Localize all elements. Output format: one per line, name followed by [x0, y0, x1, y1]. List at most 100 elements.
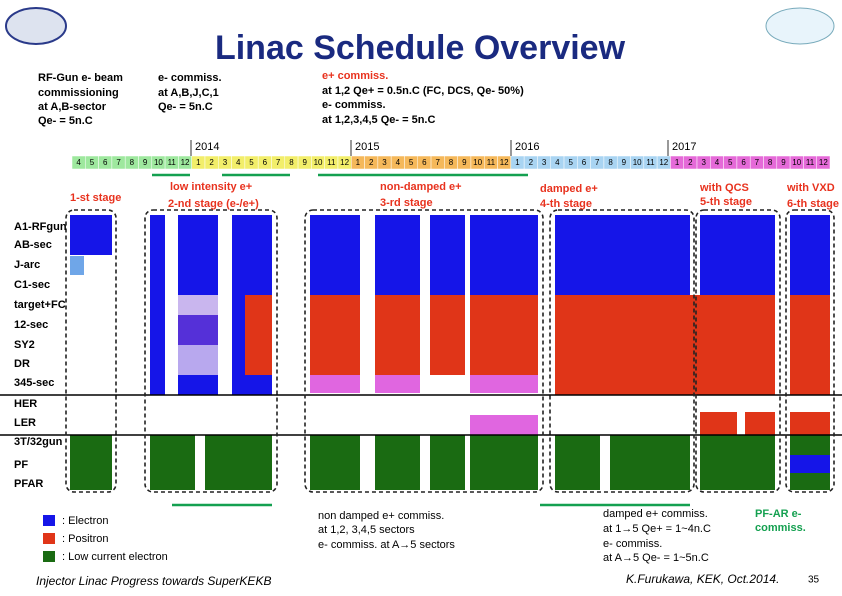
month-label: 9	[622, 158, 627, 167]
charge: 2 n.C	[706, 397, 735, 411]
bottom-note: at A→5 Qe- = 1~5n.C	[603, 552, 709, 564]
note: at 1,2 Qe+ = 0.5n.C (FC, DCS, Qe- 50%)	[322, 85, 524, 97]
stage-label: with VXD	[786, 182, 835, 194]
year-label: 2014	[195, 141, 219, 153]
legend-label: : Low current electron	[62, 551, 168, 563]
row-label: SY2	[14, 339, 35, 351]
title: Linac Schedule Overview	[215, 29, 626, 67]
note: at 1,2,3,4,5 Qe- = 5n.C	[322, 114, 435, 126]
charge: 4 n.C	[794, 397, 823, 411]
stage-label: 2-nd stage (e-/e+)	[168, 198, 259, 210]
kek-logo	[5, 7, 67, 45]
legend-label: : Positron	[62, 533, 108, 545]
month-label: 3	[382, 158, 387, 167]
month-label: 5	[409, 158, 414, 167]
month-label: 4	[236, 158, 241, 167]
month-label: 6	[741, 158, 746, 167]
month-label: 5	[728, 158, 733, 167]
legend-swatches	[43, 515, 55, 562]
month-label: 4	[396, 158, 401, 167]
month-label: 12	[659, 158, 668, 167]
month-label: 3	[223, 158, 228, 167]
month-label: 4	[76, 158, 81, 167]
month-label: 7	[435, 158, 440, 167]
month-label: 11	[327, 158, 336, 167]
month-label: 2	[209, 158, 214, 167]
month-label: 12	[181, 158, 190, 167]
month-label: 4	[555, 158, 560, 167]
month-label: 6	[582, 158, 587, 167]
stage-label: non-damped e+	[380, 181, 462, 193]
footer: Injector Linac Progress towards SuperKEK…	[36, 574, 271, 588]
month-label: 11	[487, 158, 496, 167]
month-label: 8	[608, 158, 613, 167]
month-label: 6	[263, 158, 268, 167]
stage-label: 5-th stage	[700, 196, 752, 208]
month-label: 3	[701, 158, 706, 167]
month-label: 10	[154, 158, 163, 167]
month-label: 8	[289, 158, 294, 167]
row-label: 3T/32gun	[14, 436, 63, 448]
month-label: 11	[806, 158, 815, 167]
bottom-note: damped e+ commiss.	[603, 508, 708, 520]
page-number: 35	[808, 575, 820, 586]
note: at A,B,J,C,1	[158, 87, 219, 99]
month-label: 7	[276, 158, 281, 167]
bottom-note: non damped e+ commiss.	[318, 510, 444, 522]
note: e+ commiss.	[322, 70, 388, 82]
row-label: A1-RFgun	[14, 221, 67, 233]
stage-label: 6-th stage	[787, 198, 839, 210]
legend-label: : Electron	[62, 515, 108, 527]
month-label: 8	[130, 158, 135, 167]
bottom-note: PF-AR e-	[755, 508, 802, 520]
month-label: 9	[143, 158, 148, 167]
stage-label: 4-th stage	[540, 198, 592, 210]
bottom-note: commiss.	[755, 522, 806, 534]
note: Qe- = 5n.C	[158, 101, 213, 113]
month-label: 12	[500, 158, 509, 167]
month-label: 3	[542, 158, 547, 167]
month-label: 10	[314, 158, 323, 167]
month-label: 2	[369, 158, 374, 167]
row-label: 345-sec	[14, 377, 54, 389]
row-label: HER	[14, 398, 37, 410]
month-label: 10	[792, 158, 801, 167]
row-label: LER	[14, 417, 36, 429]
month-label: 7	[595, 158, 600, 167]
note: Qe- = 5n.C	[38, 115, 93, 127]
month-label: 8	[449, 158, 454, 167]
row-label: target+FC	[14, 299, 66, 311]
year-label: 2017	[672, 141, 696, 153]
bottom-note: at 1→5 Qe+ = 1~4n.C	[603, 523, 711, 535]
month-label: 1	[356, 158, 361, 167]
month-label: 6	[103, 158, 108, 167]
arrows	[152, 173, 690, 507]
year-label: 2015	[355, 141, 379, 153]
month-label: 5	[249, 158, 254, 167]
note: commissioning	[38, 87, 119, 99]
month-label: 5	[568, 158, 573, 167]
note: RF-Gun e- beam	[38, 72, 123, 84]
footer: K.Furukawa, KEK, Oct.2014.	[626, 572, 779, 586]
note: e- commiss.	[322, 99, 386, 111]
bottom-note: e- commiss.	[603, 538, 662, 550]
month-label: 6	[422, 158, 427, 167]
row-label: J-arc	[14, 259, 40, 271]
month-label: 1	[196, 158, 201, 167]
year-label: 2016	[515, 141, 539, 153]
month-label: 11	[168, 158, 177, 167]
stage-frames	[65, 209, 835, 493]
month-label: 1	[515, 158, 520, 167]
timeline-area	[62, 125, 834, 155]
row-label: DR	[14, 358, 30, 370]
month-label: 9	[781, 158, 786, 167]
month-cell	[816, 155, 831, 170]
bottom-note: e- commiss. at A→5 sectors	[318, 539, 455, 551]
month-label: 9	[302, 158, 307, 167]
month-label: 9	[462, 158, 467, 167]
stage-label: low intensity e+	[170, 181, 252, 193]
stage-label: with QCS	[699, 182, 749, 194]
bottom-note: at 1,2, 3,4,5 sectors	[318, 524, 415, 536]
schedule-blocks	[70, 215, 830, 490]
